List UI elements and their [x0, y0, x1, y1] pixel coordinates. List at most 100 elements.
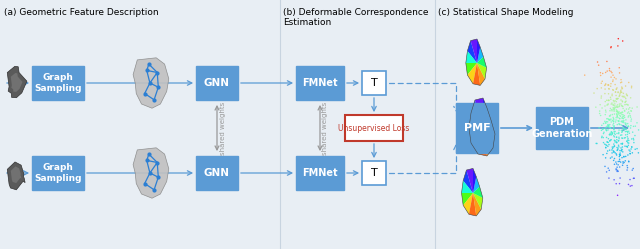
Point: [603, 140, 613, 144]
Point: [614, 123, 625, 126]
Polygon shape: [477, 47, 483, 63]
Polygon shape: [133, 58, 169, 108]
Point: [609, 162, 620, 166]
Point: [607, 79, 618, 83]
Point: [600, 70, 611, 74]
Point: [605, 95, 616, 99]
Point: [613, 96, 623, 100]
Point: [597, 106, 607, 110]
Point: [618, 160, 628, 164]
Point: [605, 125, 615, 129]
Point: [614, 155, 625, 159]
Point: [616, 146, 626, 150]
Point: [613, 91, 623, 95]
Point: [609, 127, 619, 131]
Point: [593, 60, 603, 64]
Point: [614, 117, 625, 121]
Point: [615, 176, 625, 180]
Point: [605, 118, 615, 122]
Point: [623, 153, 633, 157]
Point: [616, 90, 627, 94]
Point: [601, 128, 611, 132]
Point: [619, 155, 629, 159]
Point: [608, 99, 618, 103]
Point: [625, 184, 636, 188]
Point: [609, 107, 620, 111]
Point: [623, 111, 633, 115]
Text: FMNet: FMNet: [302, 168, 338, 178]
Point: [601, 146, 611, 150]
FancyBboxPatch shape: [32, 156, 84, 190]
Point: [609, 109, 620, 113]
Point: [601, 127, 611, 131]
Point: [615, 149, 625, 153]
Point: [600, 108, 611, 112]
Point: [621, 118, 631, 122]
Point: [609, 131, 620, 135]
Point: [612, 123, 623, 127]
Point: [605, 133, 616, 137]
Point: [622, 145, 632, 149]
Point: [618, 117, 628, 121]
Polygon shape: [133, 148, 169, 198]
Point: [614, 165, 625, 169]
Point: [607, 132, 618, 136]
Point: [609, 117, 619, 121]
Point: [600, 87, 610, 91]
Point: [601, 143, 611, 147]
Point: [614, 94, 625, 98]
Point: [609, 150, 619, 154]
Point: [610, 102, 620, 106]
Polygon shape: [473, 193, 481, 216]
Polygon shape: [469, 193, 476, 216]
Point: [618, 39, 628, 43]
Point: [584, 129, 595, 133]
Point: [620, 121, 630, 125]
Point: [608, 115, 618, 119]
Point: [609, 106, 620, 110]
Point: [610, 132, 620, 136]
Point: [610, 83, 620, 87]
Point: [622, 93, 632, 97]
Point: [608, 102, 618, 106]
Point: [607, 109, 617, 113]
Point: [616, 104, 627, 108]
Point: [616, 111, 626, 115]
FancyBboxPatch shape: [296, 66, 344, 100]
FancyBboxPatch shape: [196, 156, 238, 190]
Point: [603, 128, 613, 132]
Point: [621, 144, 632, 148]
Point: [607, 155, 617, 159]
Point: [602, 151, 612, 155]
Polygon shape: [473, 187, 483, 198]
Polygon shape: [467, 168, 473, 193]
Point: [608, 106, 618, 110]
Point: [609, 149, 619, 153]
Point: [618, 130, 628, 134]
Point: [620, 109, 630, 113]
Point: [627, 184, 637, 187]
Point: [623, 138, 633, 142]
Point: [613, 90, 623, 94]
Point: [623, 110, 634, 114]
Point: [614, 66, 625, 70]
Point: [601, 120, 611, 124]
Point: [603, 144, 613, 148]
Point: [616, 81, 626, 85]
Point: [600, 82, 611, 86]
Point: [612, 169, 622, 173]
Point: [605, 148, 615, 152]
Point: [605, 109, 615, 113]
Point: [625, 178, 635, 182]
Point: [612, 168, 623, 172]
Polygon shape: [477, 57, 486, 68]
Point: [622, 139, 632, 143]
Point: [603, 83, 613, 87]
Point: [625, 112, 635, 116]
Point: [611, 90, 621, 94]
Point: [623, 124, 634, 128]
Point: [600, 119, 610, 123]
Point: [604, 168, 614, 172]
Point: [604, 87, 614, 91]
Point: [604, 69, 614, 73]
